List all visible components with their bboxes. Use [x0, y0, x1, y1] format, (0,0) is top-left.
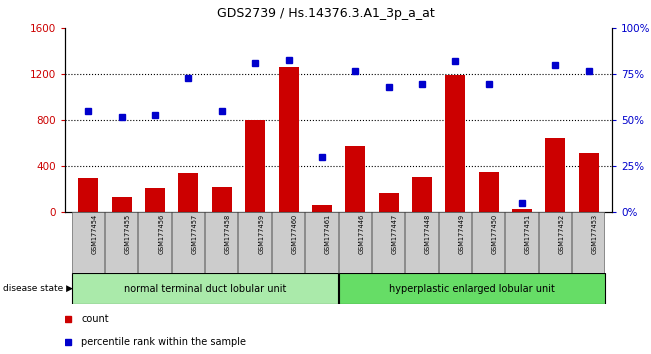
Text: GSM177461: GSM177461 — [325, 214, 331, 254]
Text: GSM177452: GSM177452 — [559, 214, 564, 255]
Bar — [538, 212, 571, 273]
Bar — [546, 138, 565, 212]
Text: GSM177446: GSM177446 — [358, 214, 364, 255]
Text: GSM177458: GSM177458 — [225, 214, 231, 255]
Bar — [78, 178, 98, 212]
Text: GSM177450: GSM177450 — [492, 214, 497, 255]
Text: percentile rank within the sample: percentile rank within the sample — [81, 337, 246, 347]
Text: normal terminal duct lobular unit: normal terminal duct lobular unit — [124, 284, 286, 293]
Text: GSM177460: GSM177460 — [292, 214, 298, 255]
Text: GSM177448: GSM177448 — [425, 214, 431, 255]
Bar — [279, 67, 299, 212]
Bar — [205, 212, 238, 273]
Bar — [172, 212, 204, 273]
Bar — [238, 212, 271, 273]
Text: hyperplastic enlarged lobular unit: hyperplastic enlarged lobular unit — [389, 284, 555, 293]
Bar — [112, 198, 132, 212]
Bar — [145, 188, 165, 212]
Text: GDS2739 / Hs.14376.3.A1_3p_a_at: GDS2739 / Hs.14376.3.A1_3p_a_at — [217, 7, 434, 20]
Bar — [345, 146, 365, 212]
Text: disease state ▶: disease state ▶ — [3, 284, 74, 293]
Bar — [339, 212, 371, 273]
Bar — [212, 187, 232, 212]
Bar — [312, 205, 332, 212]
Bar — [272, 212, 304, 273]
Text: GSM177447: GSM177447 — [391, 214, 398, 255]
Bar — [512, 209, 532, 212]
Bar — [178, 173, 199, 212]
Bar — [305, 212, 337, 273]
Bar — [378, 193, 398, 212]
Bar — [579, 153, 599, 212]
Bar — [105, 212, 137, 273]
Text: GSM177451: GSM177451 — [525, 214, 531, 254]
Text: GSM177455: GSM177455 — [125, 214, 131, 255]
Bar — [139, 212, 171, 273]
Bar — [445, 75, 465, 212]
Text: GSM177453: GSM177453 — [592, 214, 598, 254]
Bar — [339, 273, 605, 304]
Text: GSM177454: GSM177454 — [91, 214, 98, 255]
Bar — [439, 212, 471, 273]
Bar — [405, 212, 437, 273]
Text: GSM177449: GSM177449 — [458, 214, 464, 254]
Bar — [472, 212, 505, 273]
Bar — [72, 212, 104, 273]
Text: GSM177457: GSM177457 — [191, 214, 197, 255]
Bar — [572, 212, 604, 273]
Bar — [72, 273, 338, 304]
Bar — [505, 212, 538, 273]
Bar — [245, 120, 265, 212]
Text: count: count — [81, 314, 109, 324]
Text: GSM177456: GSM177456 — [158, 214, 164, 255]
Bar — [372, 212, 404, 273]
Bar — [478, 172, 499, 212]
Bar — [412, 177, 432, 212]
Text: GSM177459: GSM177459 — [258, 214, 264, 254]
